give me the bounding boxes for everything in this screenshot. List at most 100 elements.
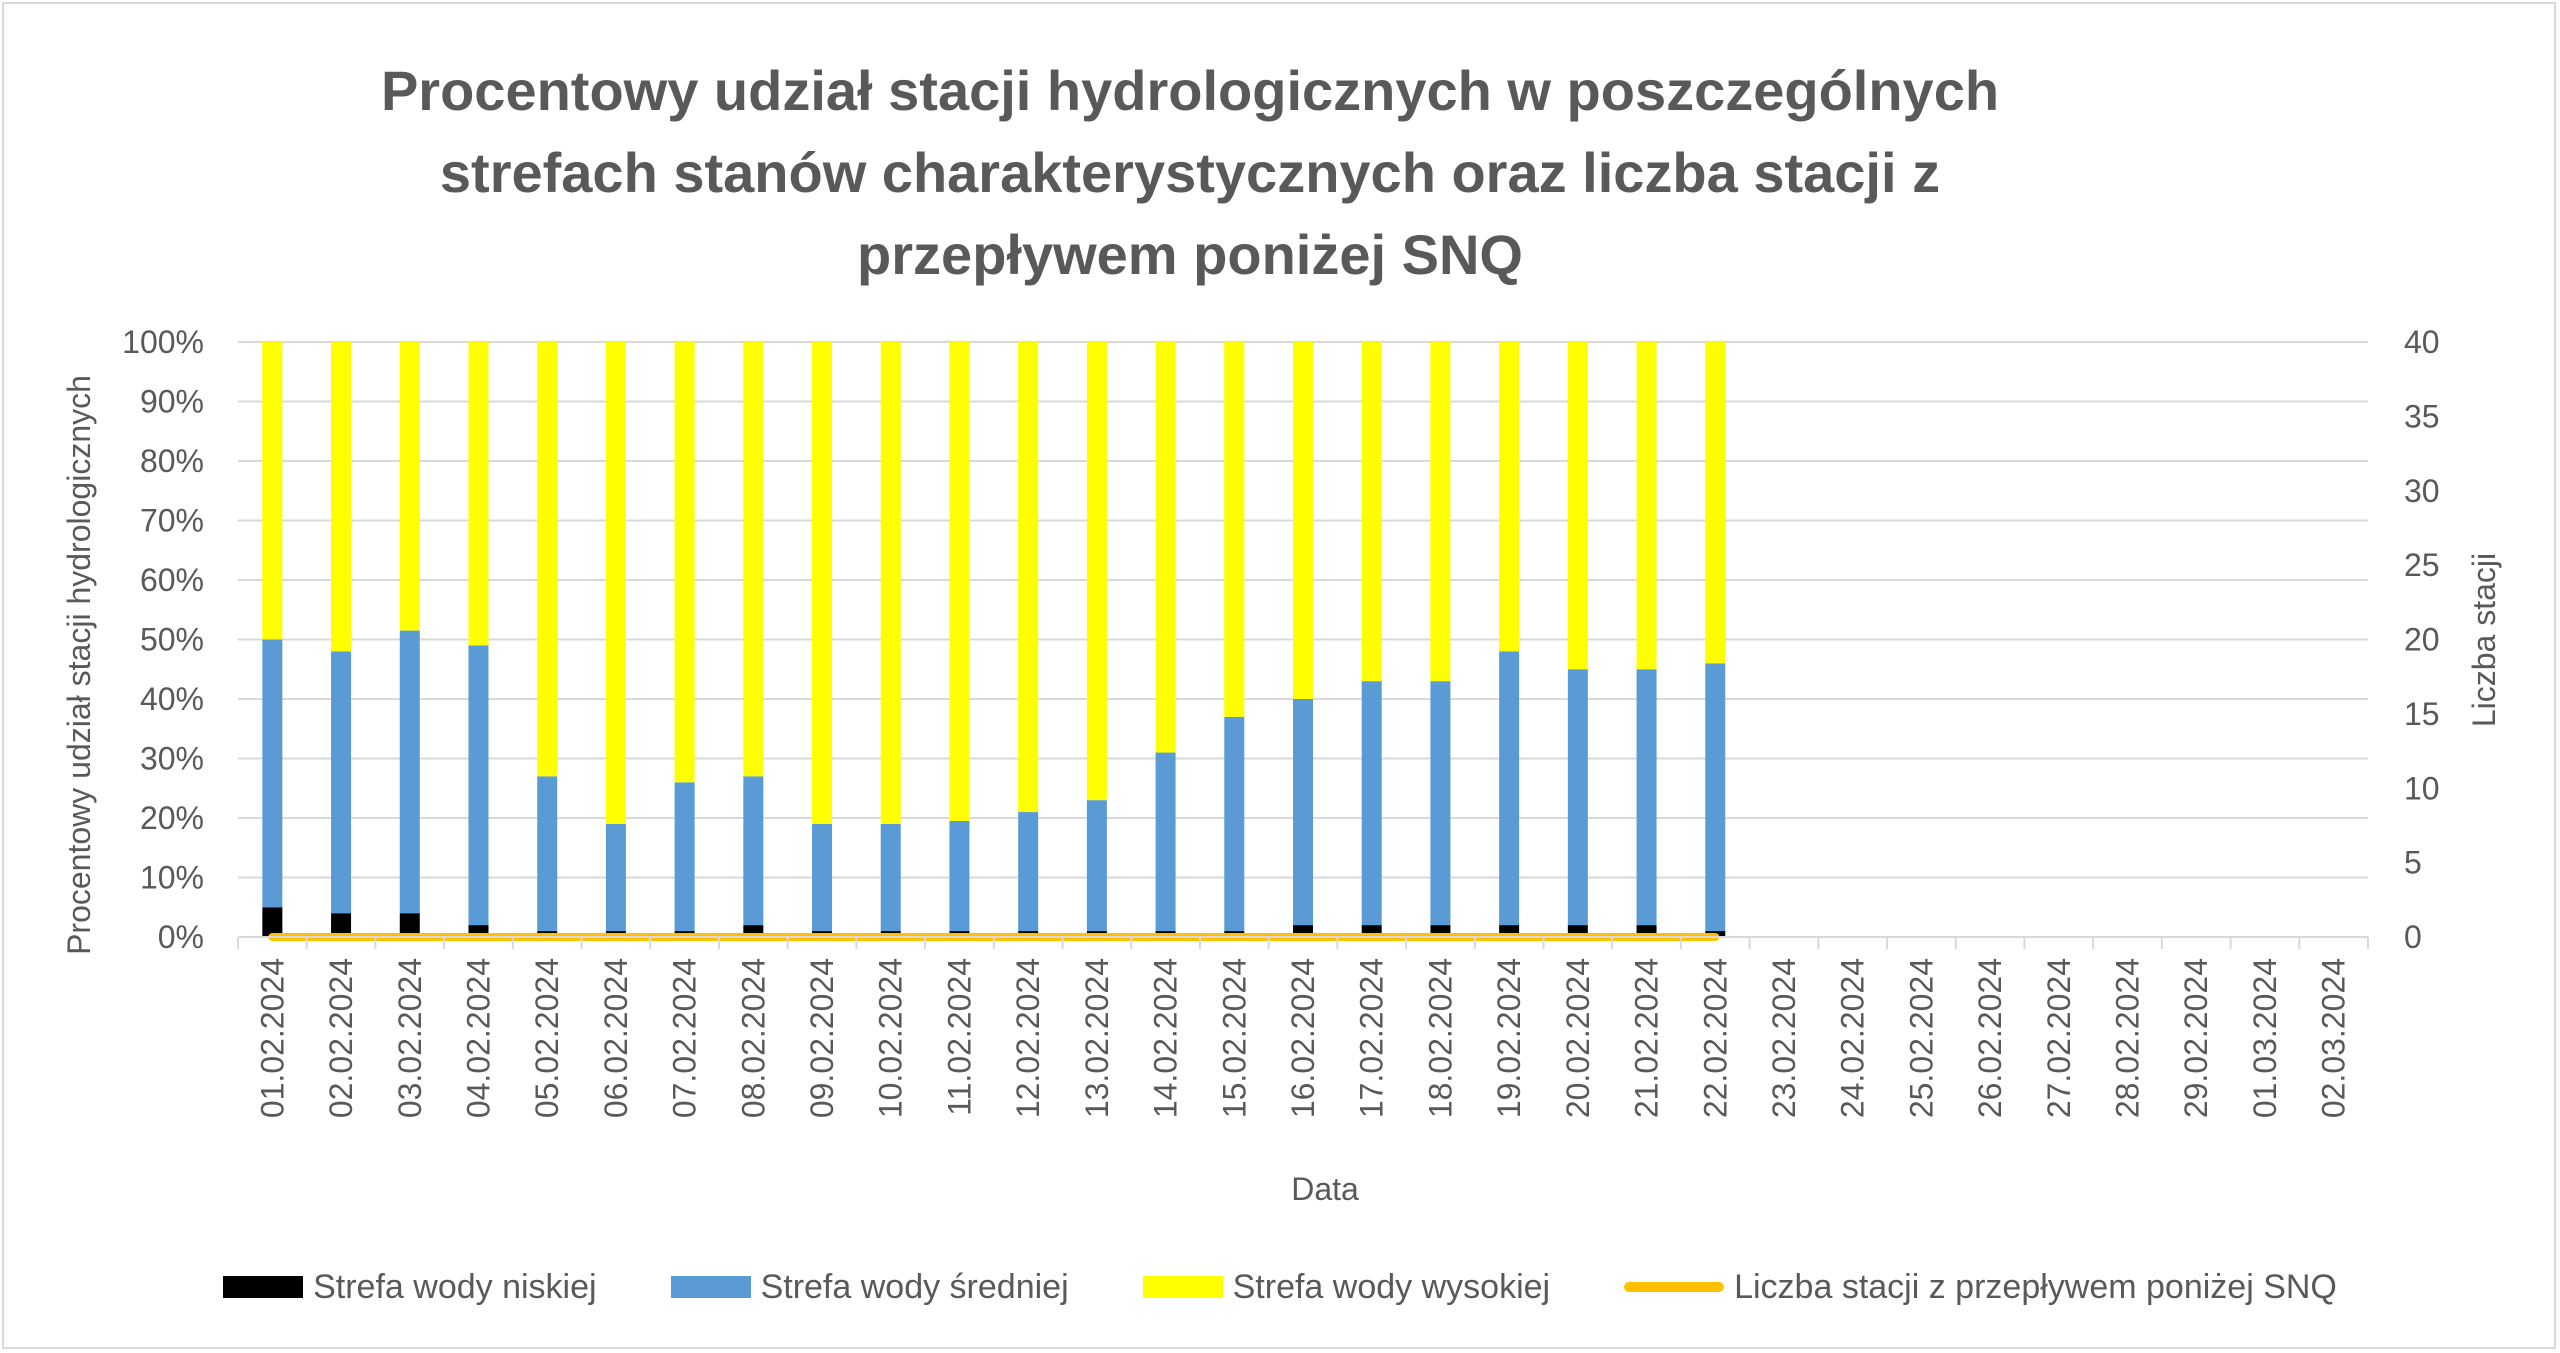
- x-tick-label: 20.02.2024: [1560, 958, 1596, 1118]
- y-axis-title: Procentowy udział stacji hydrologicznych: [61, 375, 97, 955]
- bar-segment: [1086, 342, 1107, 801]
- bar-segment: [812, 342, 833, 824]
- x-tick-label: 05.02.2024: [529, 958, 565, 1118]
- legend-item: Liczba stacji z przepływem poniżej SNQ: [1624, 1268, 2337, 1307]
- bar-segment: [674, 782, 695, 932]
- legend-label: Strefa wody niskiej: [313, 1267, 597, 1306]
- bar-segment: [1361, 925, 1382, 937]
- y2-tick-label: 5: [2404, 845, 2422, 881]
- chart-title: Procentowy udział stacji hydrologicznych…: [380, 59, 2000, 286]
- bar-segment: [880, 342, 901, 824]
- x-tick-label: 23.02.2024: [1766, 958, 1802, 1118]
- y-tick-label: 10%: [140, 860, 204, 896]
- bar-segment: [949, 342, 970, 821]
- x-tick-label: 08.02.2024: [735, 958, 771, 1118]
- legend-item: Strefa wody średniej: [670, 1267, 1069, 1307]
- bar-segment: [1499, 651, 1520, 926]
- y2-tick-label: 10: [2404, 770, 2440, 806]
- y2-axis-title: Liczba stacji: [2466, 553, 2502, 727]
- bar-segment: [1361, 681, 1382, 926]
- x-tick-label: 11.02.2024: [941, 958, 977, 1116]
- bar-segment: [399, 630, 420, 914]
- y-tick-label: 40%: [140, 681, 204, 717]
- bar-segment: [1636, 342, 1657, 670]
- y-tick-label: 70%: [140, 503, 204, 539]
- x-tick-label: 13.02.2024: [1079, 958, 1115, 1118]
- bar-segment: [949, 820, 970, 932]
- bar-segment: [262, 907, 283, 937]
- y2-tick-label: 30: [2404, 473, 2440, 509]
- y2-tick-label: 25: [2404, 547, 2440, 583]
- bar-segment: [605, 342, 626, 824]
- y-tick-label: 20%: [140, 800, 204, 836]
- y-tick-label: 90%: [140, 384, 204, 420]
- x-tick-label: 06.02.2024: [598, 958, 634, 1118]
- bar-segment: [1567, 669, 1588, 926]
- bar-segment: [1086, 800, 1107, 932]
- x-tick-label: 19.02.2024: [1491, 958, 1527, 1118]
- y-tick-label: 0%: [158, 919, 204, 955]
- x-axis-title: Data: [1291, 1171, 1359, 1207]
- bar-segment: [674, 342, 695, 783]
- x-tick-label: 29.02.2024: [2178, 958, 2214, 1118]
- x-tick-label: 21.02.2024: [1629, 958, 1665, 1118]
- y2-tick-label: 15: [2404, 696, 2440, 732]
- legend-item: Strefa wody wysokiej: [1142, 1267, 1551, 1307]
- bar-segment: [1567, 925, 1588, 937]
- x-tick-label: 22.02.2024: [1697, 958, 1733, 1118]
- y2-tick-label: 0: [2404, 919, 2422, 955]
- bar-segment: [880, 823, 901, 932]
- x-tick-label: 14.02.2024: [1148, 958, 1184, 1118]
- bar-segment: [399, 913, 420, 937]
- bar-segment: [1293, 925, 1313, 937]
- bar-segment: [1224, 342, 1245, 717]
- legend-label: Strefa wody średniej: [760, 1267, 1069, 1306]
- bar-segment: [1636, 669, 1657, 926]
- y-tick-label: 60%: [140, 562, 204, 598]
- x-tick-label: 07.02.2024: [667, 958, 703, 1118]
- x-tick-label: 04.02.2024: [460, 958, 496, 1118]
- x-tick-label: 02.02.2024: [323, 958, 359, 1118]
- x-tick-label: 18.02.2024: [1422, 958, 1458, 1118]
- x-tick-label: 28.02.2024: [2110, 958, 2146, 1118]
- x-tick-label: 24.02.2024: [1835, 958, 1871, 1118]
- legend-swatch: [223, 1276, 304, 1298]
- bar-segment: [468, 342, 489, 646]
- bar-segment: [1361, 342, 1382, 682]
- bar-segment: [468, 645, 489, 926]
- x-tick-label: 01.02.2024: [254, 958, 290, 1118]
- x-tick-label: 16.02.2024: [1285, 958, 1321, 1118]
- x-tick-label: 15.02.2024: [1216, 958, 1252, 1118]
- legend-label: Strefa wody wysokiej: [1232, 1267, 1551, 1306]
- y2-tick-label: 35: [2404, 398, 2440, 434]
- legend: Strefa wody niskiej Strefa wody średniej S…: [0, 1262, 2560, 1312]
- bar-segment: [399, 342, 420, 631]
- legend-swatch: [1142, 1276, 1223, 1298]
- bar-segment: [1567, 342, 1588, 670]
- legend-item: Strefa wody niskiej: [223, 1267, 597, 1307]
- bar-segment: [1293, 342, 1313, 699]
- bar-segment: [262, 342, 283, 640]
- x-tick-label: 25.02.2024: [1903, 958, 1939, 1118]
- bar-segment: [1224, 716, 1245, 932]
- bar-segment: [743, 342, 764, 777]
- y2-tick-label: 20: [2404, 622, 2440, 658]
- bar-segment: [1430, 681, 1451, 926]
- bars: [262, 342, 1726, 937]
- y2-tick-label: 40: [2404, 324, 2440, 360]
- y-tick-label: 50%: [140, 622, 204, 658]
- bar-segment: [1499, 925, 1520, 937]
- bar-segment: [1018, 342, 1039, 813]
- bar-segment: [1499, 342, 1520, 652]
- x-tick-label: 26.02.2024: [1972, 958, 2008, 1118]
- y-tick-label: 30%: [140, 741, 204, 777]
- x-tick-label: 03.02.2024: [392, 958, 428, 1118]
- bar-segment: [1018, 812, 1039, 932]
- bar-segment: [537, 342, 558, 777]
- bar-segment: [605, 823, 626, 932]
- bar-segment: [812, 823, 833, 932]
- bar-segment: [1155, 752, 1176, 932]
- bar-segment: [1293, 699, 1313, 926]
